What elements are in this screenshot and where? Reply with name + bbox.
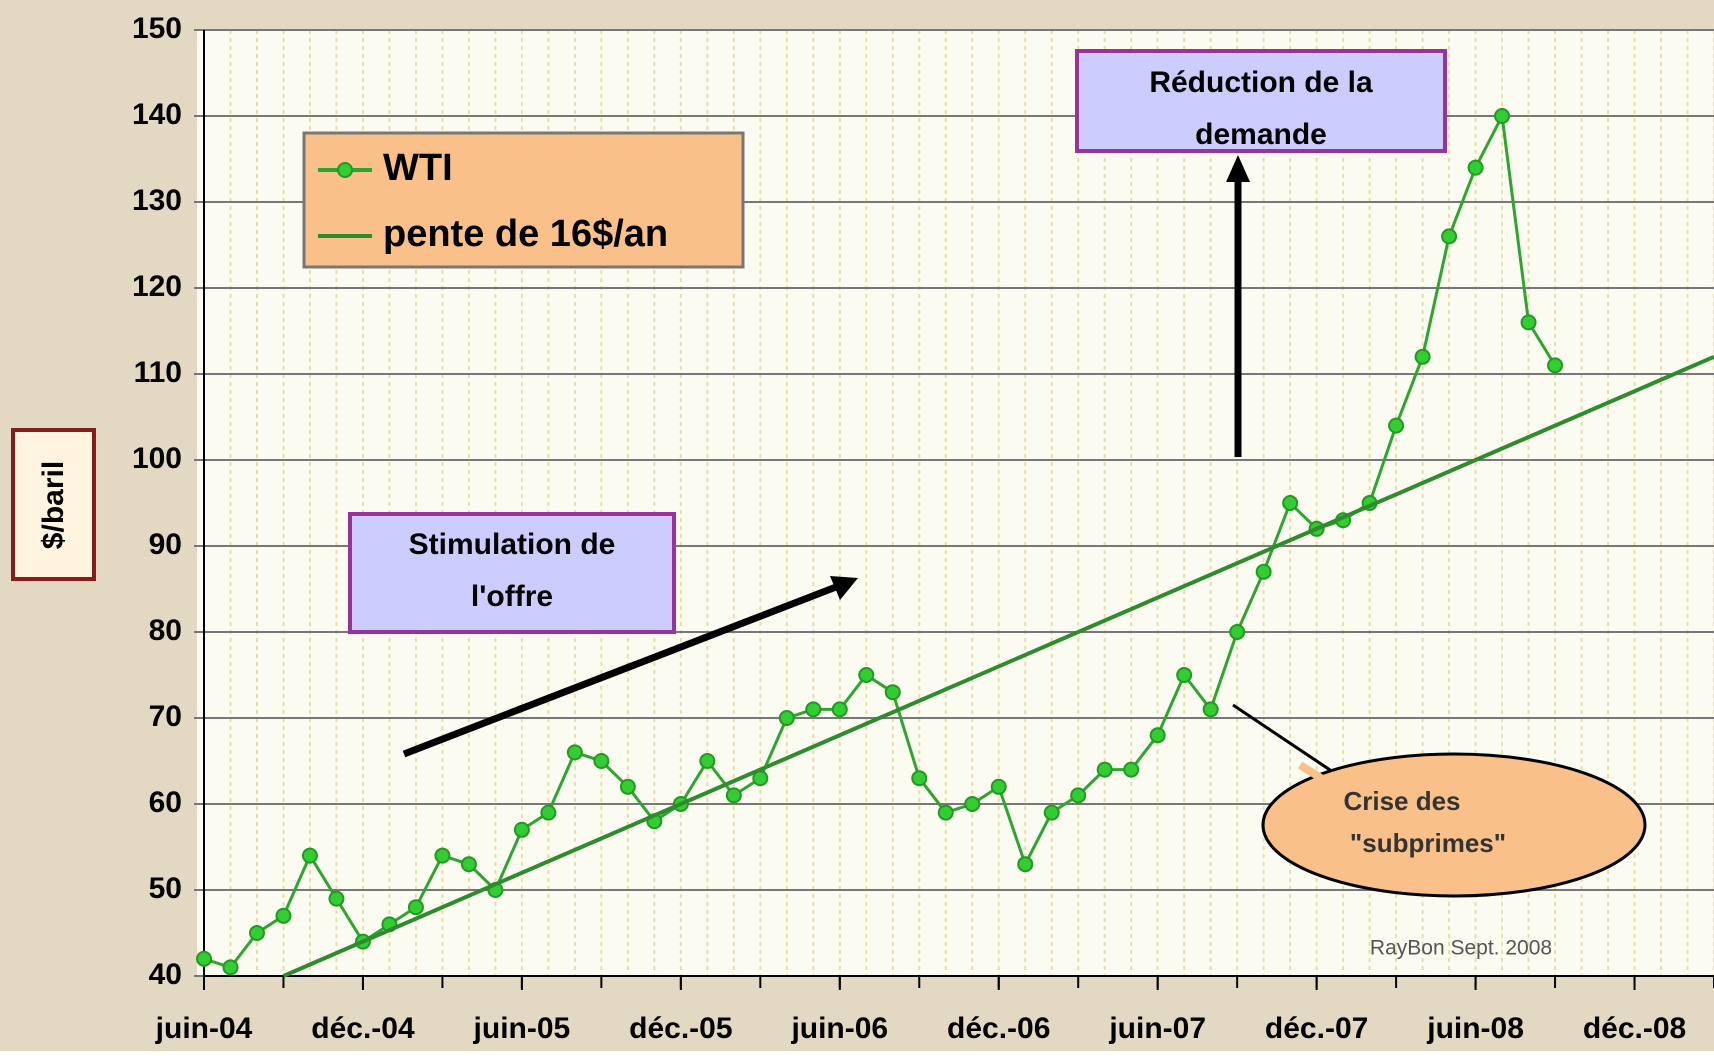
marker (566, 744, 583, 761)
legend: WTI pente de 16$/an (302, 131, 745, 269)
annotation-text: Stimulation de (409, 528, 616, 561)
marker (1176, 667, 1193, 683)
series-line (282, 354, 1714, 978)
y-tick-label: 40 (149, 958, 182, 991)
ylabel-box (11, 428, 96, 581)
marker (1414, 348, 1431, 365)
legend-marker (337, 162, 353, 178)
y-tick-label: 120 (132, 270, 182, 303)
marker (1282, 495, 1299, 511)
marker (831, 701, 848, 718)
annotation-text: demande (1195, 118, 1327, 151)
grid: 40 50 60 70 80 90 100 110 120 130 140 150 juin-04 déc… (132, 12, 1714, 1045)
marker (884, 684, 901, 701)
y-tick-label: 60 (149, 786, 182, 819)
marker (699, 753, 716, 769)
marker (1388, 417, 1405, 434)
annotation-text: Crise des (1343, 786, 1460, 816)
marker (593, 753, 610, 769)
marker (1123, 761, 1140, 778)
y-tick-label: 110 (134, 356, 182, 389)
x-tick-label: juin-06 (790, 1012, 888, 1045)
legend-label: pente de 16$/an (383, 213, 668, 255)
y-axis-label: $/baril (37, 461, 70, 549)
y-tick-label: 80 (149, 614, 182, 647)
marker (990, 778, 1007, 795)
arrow (402, 583, 838, 758)
marker (1043, 804, 1060, 821)
annotation-box (1075, 49, 1447, 153)
annotation-text: l'offre (471, 580, 553, 613)
x-tick-label: juin-08 (1426, 1012, 1524, 1045)
y-tick-label: 150 (132, 12, 182, 45)
annotation-box (348, 512, 676, 634)
marker (1255, 563, 1272, 580)
legend-box (302, 131, 745, 269)
marker (778, 710, 795, 726)
marks (196, 108, 1714, 978)
marker (619, 778, 636, 795)
marker (1467, 159, 1484, 176)
y-tick-label: 50 (149, 872, 182, 905)
marker (858, 667, 875, 683)
legend-label: WTI (383, 147, 453, 189)
marker (407, 899, 424, 916)
marker (911, 770, 928, 787)
callout (1261, 752, 1647, 898)
x-tick-label: déc.-08 (1583, 1012, 1686, 1045)
marker (1229, 624, 1246, 640)
x-tick-label: déc.-07 (1265, 1012, 1368, 1045)
marker (1096, 761, 1113, 778)
marker (434, 847, 451, 864)
y-tick-label: 140 (132, 98, 182, 131)
marker (540, 804, 557, 821)
marker (275, 907, 292, 924)
marker (805, 701, 822, 718)
credit: RayBon Sept. 2008 (1370, 937, 1552, 960)
marker (964, 796, 981, 812)
marker (328, 890, 345, 907)
marker (222, 959, 239, 976)
x-tick-label: déc.-04 (311, 1012, 415, 1045)
marker (1494, 108, 1511, 124)
arrow-head (1226, 155, 1250, 182)
x-tick-label: déc.-05 (629, 1012, 732, 1045)
y-tick-label: 130 (132, 184, 182, 217)
marker (301, 847, 318, 864)
x-tick-label: juin-05 (473, 1012, 571, 1045)
marker (1017, 856, 1034, 873)
annotation-text: "subprimes" (1350, 828, 1506, 858)
annotation-text: Réduction de la (1149, 66, 1373, 99)
y-tick-label: 90 (149, 528, 182, 561)
marker (1441, 228, 1458, 245)
x-tick-label: déc.-06 (947, 1012, 1050, 1045)
marker (1202, 701, 1219, 718)
annotations: $/baril Réduction de la demande Stimulat… (11, 49, 1647, 960)
y-tick-label: 70 (149, 700, 182, 733)
marker (248, 925, 265, 941)
callout-joint (1297, 761, 1343, 794)
marker (1070, 787, 1087, 804)
marker (513, 821, 530, 838)
arrow-head (830, 576, 858, 600)
marker (1520, 314, 1537, 331)
marker (725, 787, 742, 804)
y-tick-label: 100 (132, 442, 182, 475)
marker (937, 804, 954, 821)
x-tick-label: juin-07 (1108, 1012, 1206, 1045)
x-tick-label: juin-04 (155, 1012, 253, 1045)
marker (196, 950, 212, 967)
marker (460, 856, 477, 873)
marker (1547, 357, 1564, 374)
marker (1149, 727, 1166, 744)
